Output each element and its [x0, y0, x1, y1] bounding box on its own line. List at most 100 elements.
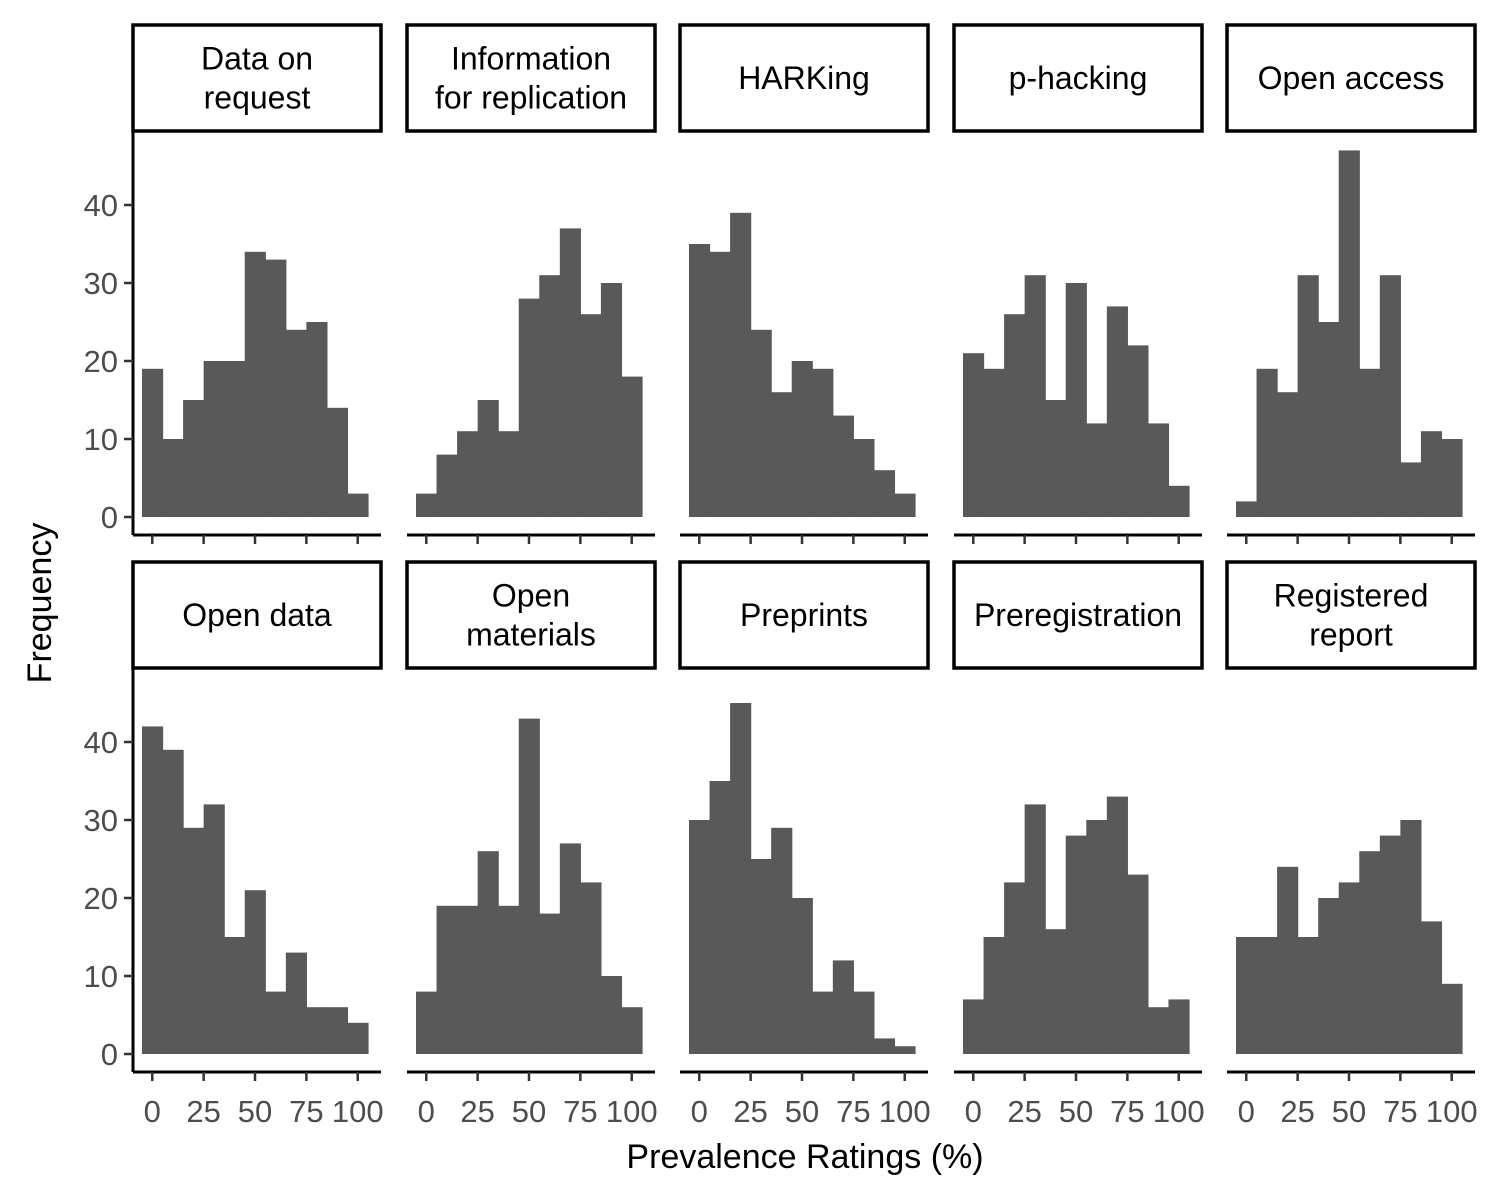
facet-strip — [131, 560, 383, 670]
facet-title-line: Data on — [201, 41, 313, 77]
histogram-bar — [730, 703, 752, 1054]
histogram-bar — [1318, 898, 1340, 1054]
histogram-bar — [1318, 322, 1340, 517]
histogram-bar — [1168, 485, 1190, 517]
facet-strip — [678, 560, 930, 670]
histogram-bar — [1256, 937, 1278, 1054]
histogram-bar — [580, 314, 602, 517]
x-tick-label: 0 — [1238, 1094, 1255, 1129]
histogram-bar — [1338, 882, 1360, 1054]
facet-title-line: HARKing — [738, 60, 870, 96]
y-tick-label: 20 — [84, 881, 118, 916]
y-tick-label: 0 — [101, 500, 118, 535]
histogram-bar — [1441, 983, 1463, 1054]
histogram-bar — [416, 493, 438, 517]
histogram-bar — [1086, 820, 1108, 1054]
histogram-bar — [224, 361, 246, 517]
histogram-bar — [771, 392, 793, 517]
y-tick-label: 10 — [84, 422, 118, 457]
x-tick-label: 75 — [1110, 1094, 1144, 1129]
histogram-bar — [812, 991, 834, 1054]
histogram-bar — [1106, 306, 1128, 517]
facet-strip — [405, 560, 657, 670]
histogram-bar — [1065, 835, 1087, 1054]
histogram-bar — [709, 251, 731, 518]
facet-strip — [952, 23, 1204, 133]
histogram-bar — [306, 1007, 328, 1054]
histogram-bar — [600, 976, 623, 1054]
histogram-bar — [730, 212, 752, 518]
x-axis-title: Prevalence Ratings (%) — [626, 1138, 983, 1176]
histogram-bar — [894, 1046, 916, 1054]
histogram-bar — [750, 329, 772, 517]
histogram-bar — [203, 361, 225, 517]
histogram-bar — [142, 726, 164, 1054]
histogram-bar — [244, 251, 266, 518]
x-tick-label: 75 — [289, 1094, 323, 1129]
panel: Preregistration — [952, 560, 1204, 1054]
histogram-bar — [477, 400, 499, 517]
histogram-bar — [812, 368, 834, 517]
histogram-bar — [142, 368, 164, 517]
x-tick-label: 0 — [144, 1094, 161, 1129]
histogram-bar — [1379, 835, 1401, 1054]
panel: p-hacking — [952, 23, 1204, 517]
x-tick-label: 100 — [1426, 1094, 1478, 1129]
x-tick-label: 75 — [1383, 1094, 1417, 1129]
x-tick-label: 50 — [1059, 1094, 1093, 1129]
histogram-bar — [477, 851, 499, 1054]
histogram-bar — [963, 999, 985, 1054]
histogram-bar — [436, 905, 458, 1054]
facet-title-line: report — [1309, 617, 1393, 653]
histogram-bar — [244, 890, 266, 1054]
facet-strip — [952, 560, 1204, 670]
histogram-bar — [416, 991, 438, 1054]
facet-title-line: request — [204, 80, 311, 116]
facet-strip — [1225, 560, 1477, 670]
histogram-bar — [1359, 851, 1381, 1054]
histogram-bar — [1086, 423, 1108, 517]
facet-title-line: Registered — [1274, 578, 1429, 614]
x-tick-label: 50 — [238, 1094, 272, 1129]
histogram-bar — [498, 905, 520, 1054]
histogram-bar — [265, 259, 287, 517]
histogram-bar — [457, 905, 479, 1054]
histogram-bar — [983, 937, 1005, 1054]
facet-strip — [1225, 23, 1477, 133]
histogram-bar — [709, 781, 731, 1054]
x-tick-label: 25 — [1007, 1094, 1041, 1129]
histogram-bar — [791, 898, 813, 1054]
x-tick-label: 50 — [785, 1094, 819, 1129]
histogram-bar — [306, 322, 328, 517]
facet-title-line: for replication — [435, 80, 627, 116]
histogram-bar — [1359, 368, 1381, 517]
histogram-bar — [1297, 275, 1319, 517]
facet-title-line: Open access — [1258, 60, 1445, 96]
histogram-bar — [1420, 431, 1443, 517]
histogram-bar — [983, 368, 1005, 517]
histogram-bar — [894, 493, 916, 517]
histogram-bar — [600, 283, 623, 517]
panel: Open data — [131, 560, 383, 1054]
histogram-bar — [1236, 501, 1258, 517]
histogram-bar — [224, 937, 246, 1054]
histogram-bar — [1441, 439, 1463, 517]
x-tick-label: 100 — [1153, 1094, 1205, 1129]
histogram-bar — [162, 439, 184, 517]
y-tick-label: 40 — [84, 188, 118, 223]
facet-strip — [405, 23, 657, 133]
histogram-bar — [326, 407, 349, 517]
histogram-bar — [1297, 937, 1319, 1054]
histogram-bar — [1420, 921, 1443, 1054]
histogram-bar — [326, 1007, 349, 1054]
histogram-bar — [457, 431, 479, 517]
facet-title-line: materials — [466, 617, 596, 653]
histogram-bar — [1004, 882, 1026, 1054]
y-tick-label: 30 — [84, 266, 118, 301]
